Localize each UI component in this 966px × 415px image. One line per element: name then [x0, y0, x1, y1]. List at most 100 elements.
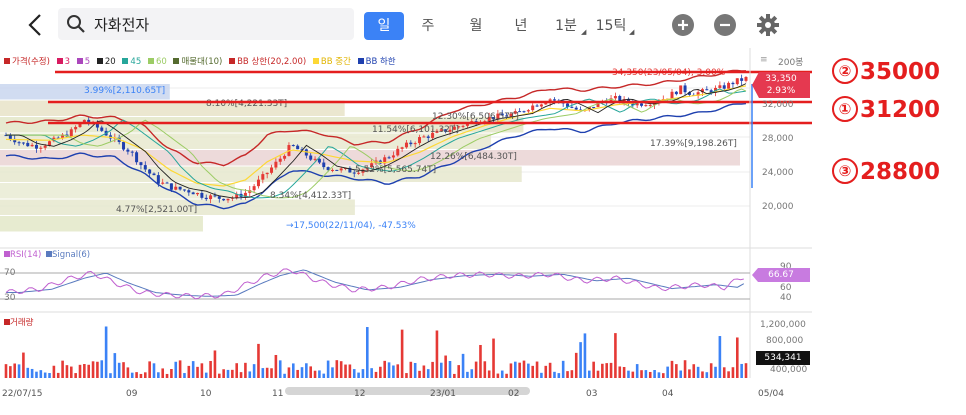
candle-body: [426, 136, 430, 138]
zoom-out-icon[interactable]: [714, 14, 736, 36]
vol-tick-1200000: 1,200,000: [760, 320, 806, 330]
volume-bar: [178, 360, 182, 378]
volume-bar: [644, 370, 648, 378]
candle-body: [718, 85, 722, 88]
candle-body: [156, 175, 160, 184]
volume-bar: [513, 361, 517, 378]
candle-body: [8, 135, 12, 139]
tab-15tick[interactable]: 15틱: [595, 18, 627, 34]
candle-body: [566, 103, 570, 107]
volume-bar: [696, 366, 700, 378]
volume-bar: [731, 367, 735, 378]
candle-body: [352, 172, 356, 174]
volume-bar: [405, 373, 408, 378]
legend-price: 가격(수정): [4, 57, 50, 67]
volume-bar: [339, 361, 343, 378]
candle-body: [265, 172, 269, 175]
candle-body: [82, 119, 86, 123]
candle-body: [370, 163, 374, 168]
volume-bar: [365, 327, 369, 378]
tab-year[interactable]: 년: [514, 18, 528, 34]
candle-body: [518, 111, 522, 113]
zoom-in-icon[interactable]: [672, 14, 694, 36]
volume-bar: [657, 372, 661, 378]
candle-body: [43, 145, 47, 148]
candle-body: [613, 96, 617, 99]
y-tick-28000: 28,000: [762, 134, 794, 144]
volume-bar: [701, 371, 704, 378]
volume-bar: [605, 363, 609, 378]
candle-body: [300, 149, 304, 151]
volume-bar: [418, 370, 421, 378]
candle-body: [13, 138, 17, 143]
candle-body: [130, 151, 134, 153]
menu-lines-icon[interactable]: ≡: [760, 55, 768, 65]
back-arrow-icon[interactable]: [22, 10, 52, 40]
volume-bar: [30, 368, 34, 378]
stock-search-box[interactable]: 자화전자: [58, 8, 354, 40]
volume-bar: [78, 364, 82, 378]
volume-bars: [4, 326, 748, 378]
candle-body: [21, 142, 25, 144]
candle-body: [69, 129, 73, 137]
gear-icon[interactable]: [756, 13, 780, 37]
volume-bar: [413, 362, 417, 378]
tab-week[interactable]: 주: [421, 18, 435, 34]
volume-bar: [152, 363, 156, 378]
x-tick-1: 09: [126, 389, 138, 399]
volume-bar: [561, 360, 565, 378]
candle-body: [396, 148, 400, 156]
volume-bar: [461, 353, 465, 378]
candle-body: [622, 99, 626, 102]
legend-ma20: 20: [96, 57, 116, 67]
tab-month[interactable]: 월: [469, 18, 483, 34]
candle-body: [335, 169, 339, 171]
volume-bar: [318, 370, 321, 378]
volume-bar: [614, 333, 617, 378]
candle-body: [361, 169, 365, 173]
volume-bar: [596, 370, 600, 378]
volume-bar: [592, 361, 595, 378]
volume-bar: [535, 361, 539, 378]
legend-ma45: 45: [122, 57, 141, 67]
candle-body: [191, 192, 195, 195]
tab-1min[interactable]: 1분: [555, 18, 577, 34]
volume-bar: [635, 364, 639, 378]
candle-body: [309, 155, 313, 160]
ma20-line: [6, 83, 747, 199]
volume-bar: [487, 370, 491, 378]
vp-label-5: 12.26%[6,484.30T]: [430, 152, 517, 162]
volume-bar: [666, 366, 669, 378]
x-tick-2: 10: [200, 389, 212, 399]
chart-scrollbar[interactable]: [285, 387, 530, 395]
candle-body: [291, 145, 295, 147]
candle-body: [235, 193, 239, 198]
candle-body: [126, 149, 130, 152]
candle-body: [670, 91, 674, 99]
indicator-legend[interactable]: 가격(수정) 3 5 20 45 60 매물대(10) BB 상한(20,2.0…: [4, 55, 400, 67]
volume-bar: [165, 373, 169, 378]
volume-bar: [83, 364, 86, 378]
candle-body: [492, 116, 496, 120]
annotation-1-31200: ① 31200: [832, 96, 940, 123]
candle-body: [200, 192, 204, 198]
tab-day[interactable]: 일: [364, 12, 404, 40]
candle-body: [339, 168, 343, 171]
volume-bar: [309, 366, 313, 378]
legend-ma60: 60: [147, 57, 167, 67]
candle-body: [465, 122, 469, 126]
candle-body: [552, 99, 556, 101]
volume-bar: [727, 371, 730, 378]
candle-body: [709, 90, 713, 93]
candle-body: [87, 119, 91, 123]
volume-bar: [4, 364, 8, 378]
volume-profile-bar: [0, 117, 524, 133]
volume-bar: [583, 333, 587, 378]
candle-body: [330, 169, 334, 171]
volume-bar: [257, 343, 260, 378]
annotation-3-28800: ③ 28800: [832, 158, 940, 185]
volume-bar: [204, 372, 208, 378]
candle-body: [278, 158, 282, 162]
stock-chart[interactable]: 3.99%[2,110.65T] 8.10%[4,221.33T] 12.30%…: [0, 48, 812, 415]
candle-body: [391, 155, 395, 158]
